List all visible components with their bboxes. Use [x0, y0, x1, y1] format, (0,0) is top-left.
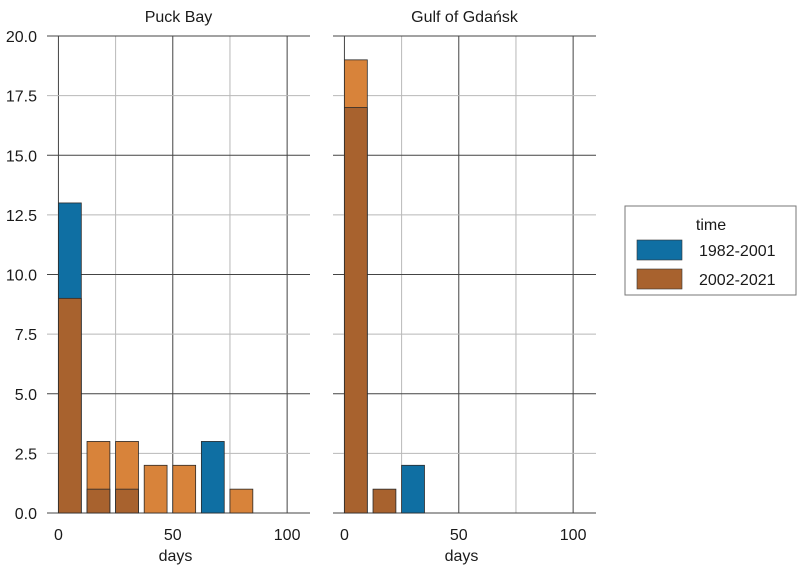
bar-overlap [344, 107, 368, 514]
bar-overlap [86, 488, 111, 514]
panel-title: Puck Bay [145, 9, 213, 26]
y-tick-label: 7.5 [15, 327, 37, 344]
legend-title: time [696, 217, 726, 234]
x-tick-label: 100 [560, 527, 587, 544]
bar [372, 488, 397, 514]
legend-swatch-2002-2021 [636, 268, 683, 290]
panel-puck-bay: Puck Bay 0 50 100 days 0.0 2.5 5.0 7.5 10.0 12.5 15… [6, 9, 310, 565]
bar [229, 488, 254, 514]
bar [200, 441, 225, 514]
y-tick-label: 5.0 [15, 387, 37, 404]
panel-title: Gulf of Gdańsk [411, 9, 519, 26]
x-tick-label: 50 [164, 527, 182, 544]
x-tick-label: 50 [450, 527, 468, 544]
legend-swatch-1982-2001 [636, 239, 683, 261]
bar [401, 464, 425, 514]
bar [172, 464, 197, 514]
y-tick-label: 10.0 [6, 268, 37, 285]
y-tick-label: 12.5 [6, 208, 37, 225]
y-tick-label: 20.0 [6, 29, 37, 46]
panel-gulf-of-gdansk: Gulf of Gdańsk 0 50 100 days [333, 9, 596, 565]
legend-label-1982-2001: 1982-2001 [699, 243, 776, 260]
bar [143, 464, 168, 514]
bar-overlap [58, 297, 82, 514]
y-tick-label: 15.0 [6, 148, 37, 165]
bar-overlap [115, 488, 139, 514]
y-tick-label: 2.5 [15, 446, 37, 463]
y-tick-label: 17.5 [6, 89, 37, 106]
x-axis-label: days [159, 548, 193, 565]
x-tick-label: 0 [54, 527, 63, 544]
x-tick-label: 100 [274, 527, 301, 544]
legend-label-2002-2021: 2002-2021 [699, 272, 776, 289]
x-tick-label: 0 [340, 527, 349, 544]
x-axis-label: days [445, 548, 479, 565]
legend: time 1982-2001 2002-2021 [624, 205, 797, 296]
y-tick-label: 0.0 [15, 506, 37, 523]
